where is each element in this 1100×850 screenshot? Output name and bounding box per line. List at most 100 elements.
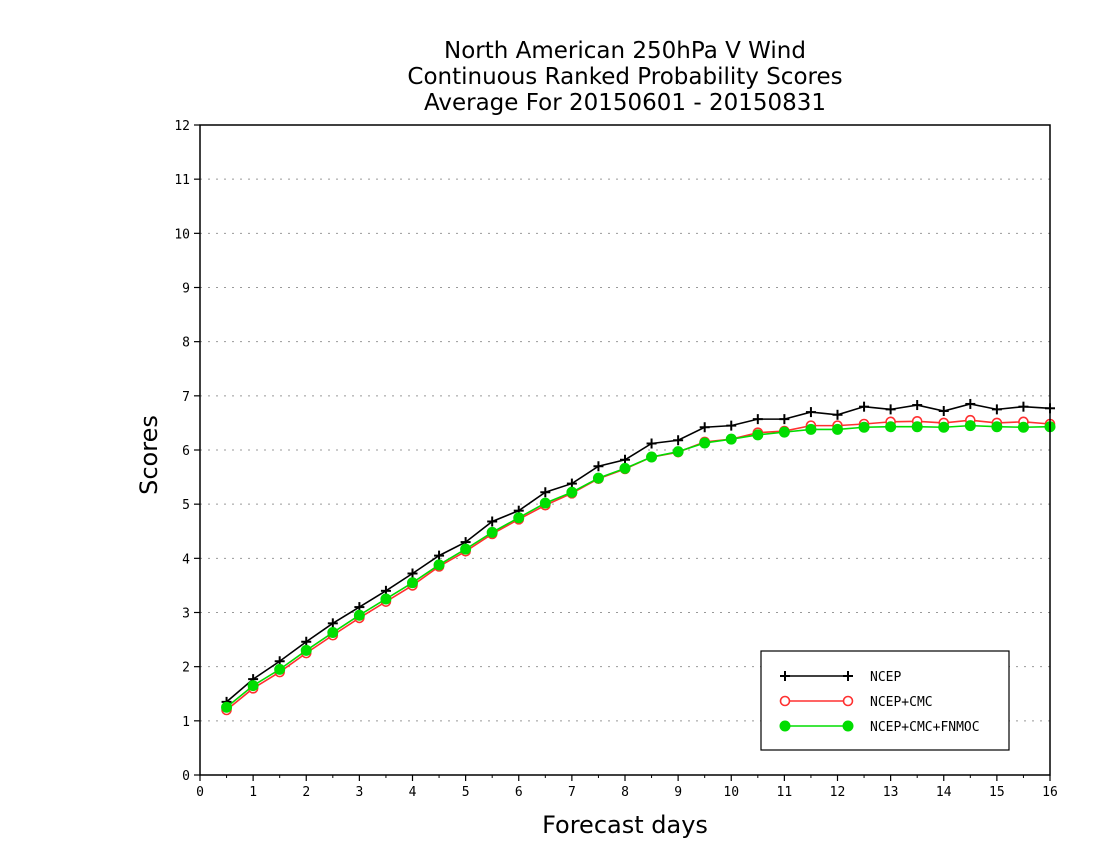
data-point [593, 461, 604, 472]
data-point [327, 627, 339, 639]
data-point [699, 422, 710, 433]
data-point [885, 421, 897, 433]
data-point [407, 577, 418, 589]
x-axis: 0 1 2 3 4 5 6 7 8 9 10 11 12 13 14 15 16 [196, 775, 1058, 800]
data-point [434, 550, 445, 561]
x-tick-label: 10 [723, 785, 739, 800]
x-axis-label: Forecast days [542, 811, 708, 839]
legend-item: NCEP+CMC+FNMOC [779, 720, 980, 735]
data-point [619, 462, 631, 474]
title-line-3: Average For 20150601 - 20150831 [424, 90, 826, 116]
legend: NCEP NCEP+CMC NCEP+CMC+FNMOC [760, 650, 1010, 751]
data-point [858, 421, 870, 433]
title-line-2: Continuous Ranked Probability Scores [407, 64, 842, 90]
data-point [752, 414, 763, 425]
data-point [752, 429, 764, 441]
legend-item: NCEP+CMC [779, 695, 933, 710]
data-point [353, 609, 365, 621]
data-point [327, 618, 338, 629]
x-tick-label: 13 [883, 785, 899, 800]
data-point [247, 680, 259, 692]
y-tick-label: 11 [174, 173, 190, 188]
x-tick-label: 9 [674, 785, 682, 800]
data-point [805, 423, 817, 435]
x-tick-label: 16 [1042, 785, 1058, 800]
legend-item: NCEP [780, 670, 901, 685]
legend-marker [843, 671, 853, 681]
legend-marker [842, 695, 854, 707]
legend-marker [779, 720, 791, 732]
y-tick-label: 2 [182, 661, 190, 676]
data-point [832, 423, 843, 435]
data-point [433, 559, 445, 571]
data-point [274, 663, 286, 675]
data-point [486, 526, 498, 538]
data-point [778, 426, 790, 438]
x-tick-label: 1 [249, 785, 257, 800]
y-tick-label: 4 [182, 552, 190, 567]
data-point [911, 421, 923, 433]
x-tick-label: 3 [355, 785, 363, 800]
x-tick-label: 7 [568, 785, 576, 800]
data-point [699, 437, 711, 449]
y-tick-label: 7 [182, 390, 190, 405]
data-point [646, 438, 657, 449]
data-point [539, 497, 551, 509]
series-layer [221, 398, 1056, 716]
legend-marker [779, 695, 791, 707]
data-point [885, 404, 896, 415]
data-point [725, 433, 737, 445]
legend-label: NCEP+CMC+FNMOC [870, 720, 980, 735]
x-tick-label: 14 [936, 785, 952, 800]
data-point [859, 401, 870, 412]
x-tick-label: 11 [777, 785, 793, 800]
data-point [965, 398, 976, 409]
y-tick-label: 5 [182, 498, 190, 513]
x-tick-label: 6 [515, 785, 523, 800]
title-line-1: North American 250hPa V Wind [444, 38, 806, 64]
data-point [672, 446, 684, 458]
y-tick-label: 6 [182, 444, 190, 459]
data-point [566, 486, 578, 498]
y-tick-label: 1 [182, 715, 190, 730]
x-tick-label: 5 [462, 785, 470, 800]
y-axis-label: Scores [135, 415, 163, 495]
data-point [407, 568, 418, 579]
legend-label: NCEP+CMC [870, 695, 933, 710]
data-point [1018, 401, 1029, 412]
data-point [513, 512, 525, 524]
legend-marker [842, 720, 854, 732]
x-tick-label: 12 [830, 785, 846, 800]
data-point [912, 400, 923, 411]
data-point [673, 435, 684, 446]
data-point [487, 516, 498, 527]
data-point [646, 451, 658, 463]
legend-label: NCEP [870, 670, 901, 685]
y-tick-label: 12 [174, 119, 190, 134]
x-tick-label: 15 [989, 785, 1005, 800]
data-point [300, 644, 312, 656]
data-point [832, 409, 843, 420]
data-point [779, 414, 790, 425]
data-point [221, 701, 233, 713]
x-tick-label: 2 [302, 785, 310, 800]
series-ncep [221, 398, 1055, 707]
series-ncep-cmc-fnmoc [221, 420, 1056, 713]
y-tick-label: 10 [174, 227, 190, 242]
data-point [1017, 421, 1029, 433]
data-point [540, 487, 551, 498]
y-tick-label: 0 [182, 769, 190, 784]
data-point [991, 421, 1003, 433]
x-tick-label: 0 [196, 785, 204, 800]
data-point [460, 543, 472, 555]
x-tick-label: 4 [409, 785, 417, 800]
data-point [805, 407, 816, 418]
legend-marker [780, 671, 790, 681]
x-tick-label: 8 [621, 785, 629, 800]
data-point [726, 420, 737, 431]
y-tick-label: 9 [182, 282, 190, 297]
y-tick-label: 3 [182, 607, 190, 622]
